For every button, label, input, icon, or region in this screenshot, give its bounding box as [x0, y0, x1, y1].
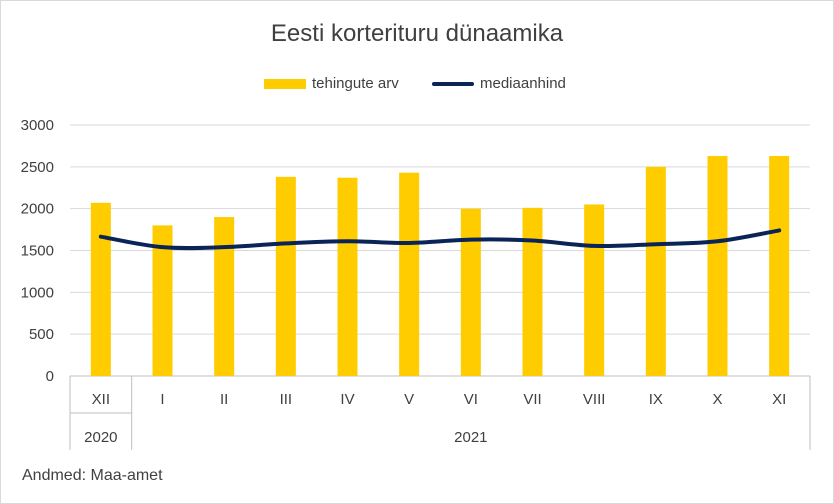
x-tick-label: III	[280, 391, 293, 408]
bar	[460, 208, 481, 376]
legend-item-line: mediaanhind	[432, 75, 566, 92]
bar	[214, 217, 235, 376]
x-tick-label: IV	[340, 391, 354, 408]
source-note: Andmed: Maa-amet	[22, 467, 163, 484]
chart-title: Eesti korterituru dünaamika	[270, 20, 564, 47]
x-tick-label: VI	[464, 391, 478, 408]
x-tick-label: XII	[92, 391, 110, 408]
x-tick-label: VII	[523, 391, 541, 408]
y-tick-label: 1500	[21, 243, 54, 260]
legend-line-swatch	[432, 81, 474, 86]
x-tick-label: XI	[772, 391, 786, 408]
x-tick-label: II	[220, 391, 228, 408]
x-tick-label: V	[404, 391, 414, 408]
legend-bar-swatch	[264, 78, 306, 89]
bar	[275, 176, 296, 376]
legend-item-bars: tehingute arv	[264, 75, 399, 92]
y-tick-label: 3000	[21, 117, 54, 134]
bar	[645, 166, 666, 376]
y-tick-label: 500	[29, 326, 54, 343]
x-tick-label: X	[712, 391, 722, 408]
y-tick-label: 2500	[21, 159, 54, 176]
bar	[90, 202, 111, 376]
legend-label-line: mediaanhind	[480, 75, 566, 92]
bar	[769, 155, 790, 376]
x-tick-label: VIII	[583, 391, 606, 408]
bar	[337, 177, 358, 376]
x-group-label: 2020	[84, 429, 117, 446]
x-tick-label: IX	[649, 391, 663, 408]
bar	[399, 172, 420, 376]
bar	[522, 207, 543, 376]
x-tick-label: I	[160, 391, 164, 408]
bar	[707, 155, 728, 376]
bar	[152, 225, 173, 376]
legend: tehingute arv mediaanhind	[0, 75, 834, 95]
x-group-label: 2021	[454, 429, 487, 446]
median-price-line	[98, 228, 782, 251]
y-tick-label: 1000	[21, 284, 54, 301]
bar	[584, 204, 605, 376]
y-tick-label: 0	[46, 368, 54, 385]
legend-label-bars: tehingute arv	[312, 75, 399, 92]
y-tick-label: 2000	[21, 201, 54, 218]
